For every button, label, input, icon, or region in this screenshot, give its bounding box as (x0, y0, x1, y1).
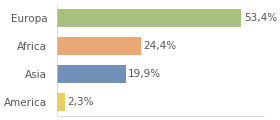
Text: 53,4%: 53,4% (244, 13, 277, 23)
Text: 19,9%: 19,9% (128, 69, 161, 79)
Bar (57, 65, 126, 83)
Text: 24,4%: 24,4% (144, 41, 177, 51)
Bar (57, 37, 141, 55)
Text: 2,3%: 2,3% (67, 97, 94, 107)
Bar (57, 9, 241, 27)
Bar (57, 93, 65, 111)
